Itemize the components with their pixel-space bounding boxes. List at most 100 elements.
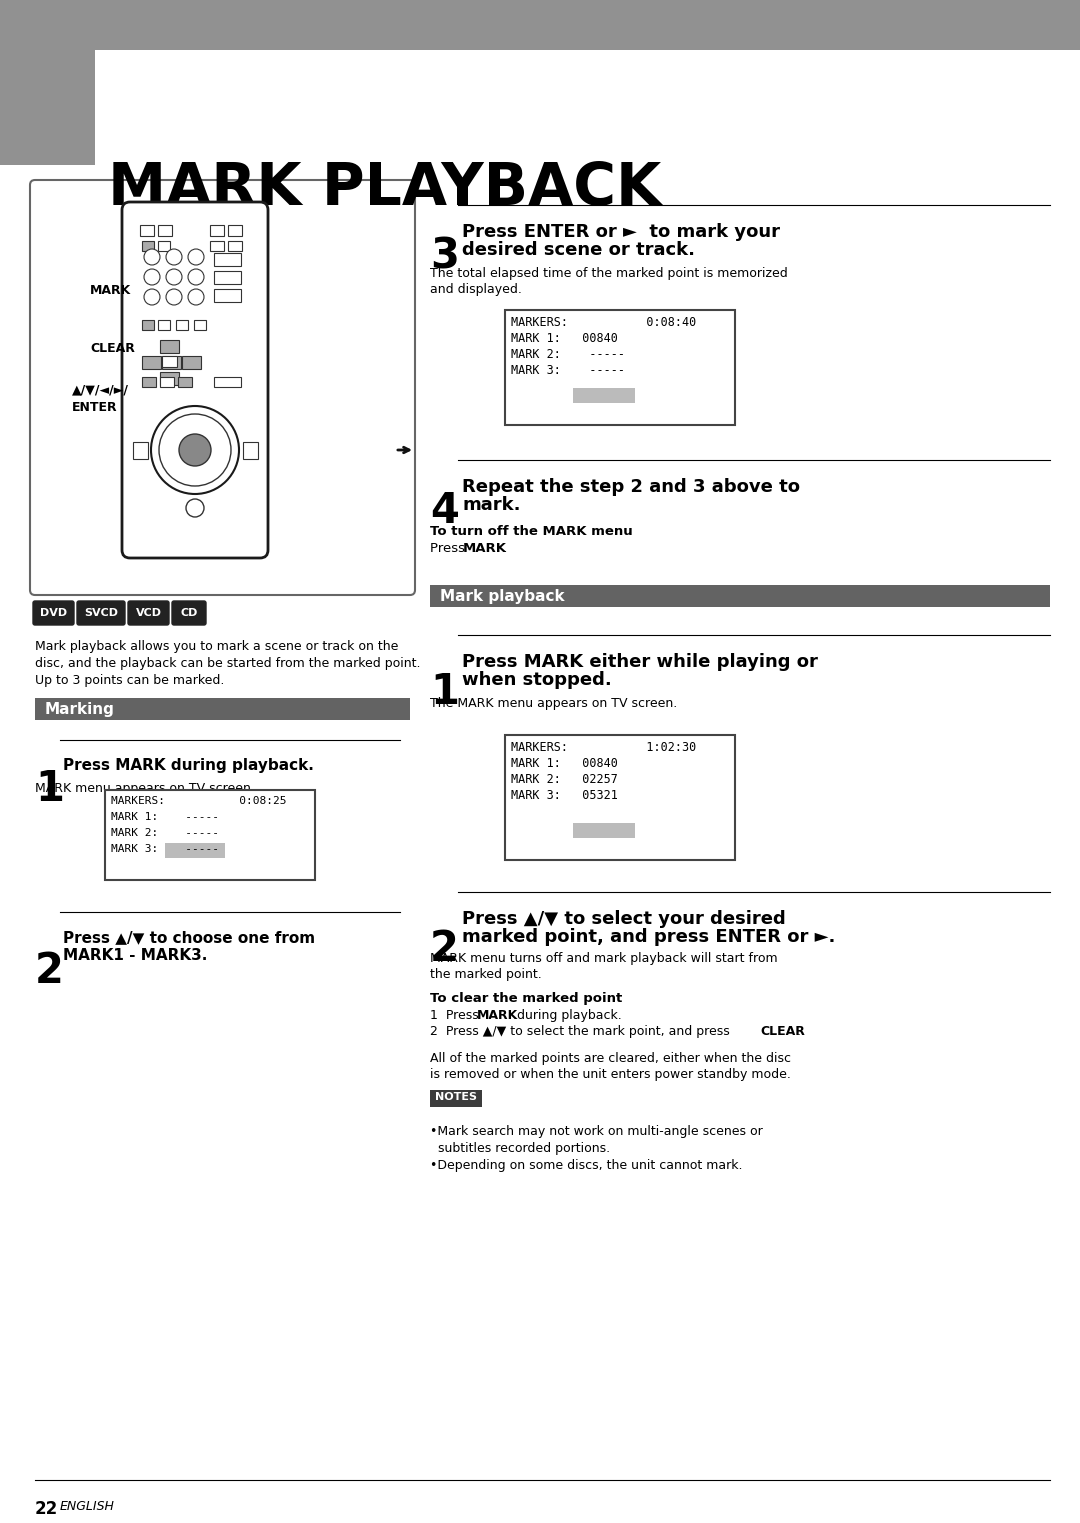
FancyBboxPatch shape xyxy=(141,241,153,250)
Text: MARK 2:   02257: MARK 2: 02257 xyxy=(511,774,618,786)
Text: MARK 1:   00840: MARK 1: 00840 xyxy=(511,332,618,346)
Text: MARK1 - MARK3.: MARK1 - MARK3. xyxy=(63,947,207,963)
Circle shape xyxy=(188,270,204,285)
Text: 3: 3 xyxy=(430,235,459,277)
Circle shape xyxy=(186,500,204,516)
FancyBboxPatch shape xyxy=(160,372,178,384)
FancyBboxPatch shape xyxy=(193,320,205,329)
Bar xyxy=(505,736,735,860)
Text: and displayed.: and displayed. xyxy=(430,283,522,295)
FancyBboxPatch shape xyxy=(181,355,201,369)
Text: 1: 1 xyxy=(35,768,64,810)
Circle shape xyxy=(166,289,183,305)
Circle shape xyxy=(166,248,183,265)
Text: .: . xyxy=(797,1025,801,1039)
Text: subtitles recorded portions.: subtitles recorded portions. xyxy=(430,1142,610,1154)
Text: 1: 1 xyxy=(430,672,459,713)
FancyBboxPatch shape xyxy=(141,355,161,369)
Text: MARK: MARK xyxy=(90,283,132,297)
FancyBboxPatch shape xyxy=(141,320,153,329)
Text: All of the marked points are cleared, either when the disc: All of the marked points are cleared, ei… xyxy=(430,1052,791,1065)
Bar xyxy=(105,790,315,880)
Text: desired scene or track.: desired scene or track. xyxy=(462,241,696,259)
Text: MARK 2:    -----: MARK 2: ----- xyxy=(111,829,219,838)
Text: The total elapsed time of the marked point is memorized: The total elapsed time of the marked poi… xyxy=(430,267,787,280)
Text: 2: 2 xyxy=(430,928,459,970)
FancyBboxPatch shape xyxy=(133,442,148,458)
FancyBboxPatch shape xyxy=(214,271,241,283)
FancyBboxPatch shape xyxy=(228,224,242,236)
Text: 2: 2 xyxy=(35,950,64,991)
Text: is removed or when the unit enters power standby mode.: is removed or when the unit enters power… xyxy=(430,1068,791,1081)
Text: VCD: VCD xyxy=(135,608,162,618)
Text: Mark playback allows you to mark a scene or track on the: Mark playback allows you to mark a scene… xyxy=(35,640,399,653)
Text: •Mark search may not work on multi-angle scenes or: •Mark search may not work on multi-angle… xyxy=(430,1125,762,1138)
Circle shape xyxy=(188,289,204,305)
FancyBboxPatch shape xyxy=(210,224,224,236)
Bar xyxy=(505,311,735,425)
Text: CLEAR: CLEAR xyxy=(760,1025,805,1039)
Circle shape xyxy=(188,248,204,265)
Text: MARK PLAYBACK: MARK PLAYBACK xyxy=(108,160,661,216)
Text: Press: Press xyxy=(430,542,469,554)
Text: MARK menu turns off and mark playback will start from: MARK menu turns off and mark playback wi… xyxy=(430,952,778,966)
Text: Marking: Marking xyxy=(45,702,114,717)
Text: SVCD: SVCD xyxy=(84,608,118,618)
Circle shape xyxy=(179,434,211,466)
FancyBboxPatch shape xyxy=(141,376,156,387)
FancyBboxPatch shape xyxy=(160,340,178,352)
Text: CD: CD xyxy=(180,608,198,618)
Text: .: . xyxy=(503,542,508,554)
Text: ▲/▼/◄/►/: ▲/▼/◄/►/ xyxy=(72,384,129,396)
FancyBboxPatch shape xyxy=(172,602,206,624)
Text: MARK: MARK xyxy=(463,542,507,554)
Circle shape xyxy=(144,248,160,265)
Text: mark.: mark. xyxy=(462,496,521,513)
Bar xyxy=(95,50,1080,164)
Text: MARK 2:    -----: MARK 2: ----- xyxy=(511,347,625,361)
FancyBboxPatch shape xyxy=(77,602,125,624)
Text: MARKERS:           0:08:40: MARKERS: 0:08:40 xyxy=(511,315,697,329)
Circle shape xyxy=(166,270,183,285)
Text: MARKERS:           0:08:25: MARKERS: 0:08:25 xyxy=(111,797,286,806)
Circle shape xyxy=(144,289,160,305)
FancyBboxPatch shape xyxy=(162,355,180,369)
Text: DVD: DVD xyxy=(40,608,67,618)
Bar xyxy=(430,585,1050,608)
FancyBboxPatch shape xyxy=(162,355,176,367)
FancyBboxPatch shape xyxy=(210,241,224,250)
FancyBboxPatch shape xyxy=(30,180,415,595)
Text: MARK 3:   05321: MARK 3: 05321 xyxy=(511,789,618,803)
Text: Repeat the step 2 and 3 above to: Repeat the step 2 and 3 above to xyxy=(462,478,800,496)
FancyBboxPatch shape xyxy=(139,224,153,236)
Text: Up to 3 points can be marked.: Up to 3 points can be marked. xyxy=(35,675,225,687)
FancyBboxPatch shape xyxy=(160,376,174,387)
Circle shape xyxy=(144,270,160,285)
Text: CLEAR: CLEAR xyxy=(90,341,135,355)
Text: disc, and the playback can be started from the marked point.: disc, and the playback can be started fr… xyxy=(35,656,420,670)
FancyBboxPatch shape xyxy=(129,602,168,624)
Text: marked point, and press ENTER or ►.: marked point, and press ENTER or ►. xyxy=(462,928,835,946)
Text: ENTER: ENTER xyxy=(72,401,118,414)
FancyBboxPatch shape xyxy=(33,602,75,624)
FancyBboxPatch shape xyxy=(177,376,191,387)
Bar xyxy=(0,50,95,164)
Text: 2  Press ▲/▼ to select the mark point, and press: 2 Press ▲/▼ to select the mark point, an… xyxy=(430,1025,733,1039)
Text: ENGLISH: ENGLISH xyxy=(60,1500,114,1512)
Text: The MARK menu appears on TV screen.: The MARK menu appears on TV screen. xyxy=(430,698,677,710)
FancyBboxPatch shape xyxy=(243,442,257,458)
Text: 1  Press: 1 Press xyxy=(430,1010,483,1022)
Circle shape xyxy=(151,407,239,493)
Text: Press MARK during playback.: Press MARK during playback. xyxy=(63,758,314,774)
FancyBboxPatch shape xyxy=(214,253,241,265)
Text: NOTES: NOTES xyxy=(435,1092,477,1103)
Text: 22: 22 xyxy=(35,1500,58,1518)
FancyBboxPatch shape xyxy=(122,203,268,557)
Text: 4: 4 xyxy=(430,490,459,532)
Bar xyxy=(165,844,225,857)
Text: To clear the marked point: To clear the marked point xyxy=(430,991,622,1005)
Text: MARK: MARK xyxy=(477,1010,518,1022)
Text: MARK 1:   00840: MARK 1: 00840 xyxy=(511,757,618,771)
Text: during playback.: during playback. xyxy=(513,1010,622,1022)
Text: MARK 1:    -----: MARK 1: ----- xyxy=(111,812,219,822)
